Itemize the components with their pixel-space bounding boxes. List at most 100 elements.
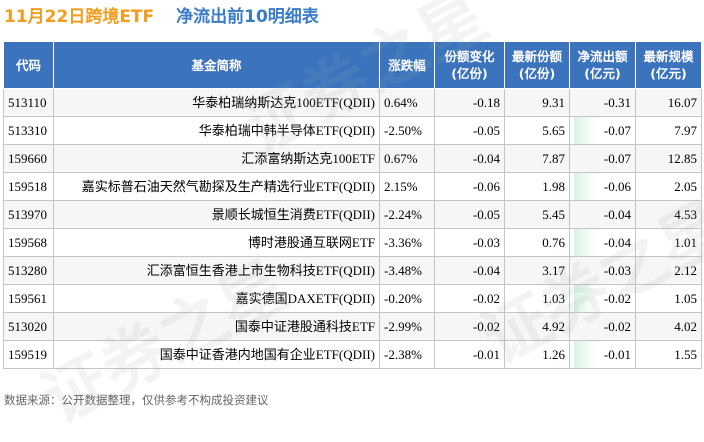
cell-latest-shares: 1.03 [504,284,570,313]
header-latest-size: 最新规模 (亿元) [635,41,702,89]
header-share-change-line1: 份额变化 [444,49,495,64]
cell-latest-shares: 7.87 [504,144,570,173]
cell-latest-size: 12.85 [635,144,702,173]
cell-share-change: -0.05 [434,116,505,145]
cell-change: 0.67% [379,144,435,173]
cell-latest-shares: 9.31 [504,88,570,117]
cell-latest-shares: 5.65 [504,116,570,145]
cell-latest-shares: 5.45 [504,200,570,229]
cell-latest-size: 16.07 [635,88,702,117]
cell-share-change: -0.02 [434,312,505,341]
cell-latest-size: 1.55 [635,340,702,369]
cell-fund-name: 景顺长城恒生消费ETF(QDII) [53,200,380,229]
cell-latest-shares: 1.98 [504,172,570,201]
cell-net-outflow: -0.06 [569,172,636,201]
cell-fund-name: 汇添富纳斯达克100ETF [53,144,380,173]
header-change: 涨跌幅 [379,41,435,89]
header-net-outflow: 净流出额 (亿元) [569,41,636,89]
cell-code: 159568 [3,228,54,257]
cell-fund-name: 嘉实标普石油天然气勘探及生产精选行业ETF(QDII) [53,172,380,201]
cell-code: 159518 [3,172,54,201]
cell-change: -2.38% [379,340,435,369]
header-code: 代码 [3,41,54,89]
cell-code: 159519 [3,340,54,369]
cell-latest-size: 1.05 [635,284,702,313]
table-row: 159519 国泰中证香港内地国有企业ETF(QDII) -2.38% -0.01 1.… [3,340,702,369]
cell-latest-shares: 4.92 [504,312,570,341]
cell-share-change: -0.04 [434,144,505,173]
table-row: 159568 博时港股通互联网ETF -3.36% -0.03 0.76 -0.04 1.0… [3,228,702,257]
cell-fund-name: 博时港股通互联网ETF [53,228,380,257]
header-net-outflow-line1: 净流出额 [577,49,628,64]
cell-code: 513310 [3,116,54,145]
table-row: 159561 嘉实德国DAXETF(QDII) -0.20% -0.02 1.03 -0.… [3,284,702,313]
data-source-note: 数据来源：公开数据整理，仅供参考不构成投资建议 [4,393,269,407]
cell-latest-shares: 1.26 [504,340,570,369]
cell-net-outflow: -0.02 [569,312,636,341]
cell-share-change: -0.06 [434,172,505,201]
cell-net-outflow: -0.07 [569,116,636,145]
table-row: 159660 汇添富纳斯达克100ETF 0.67% -0.04 7.87 -0.07 12… [3,144,702,173]
cell-latest-size: 1.01 [635,228,702,257]
header-latest-shares-line2: (亿份) [518,66,556,81]
header-latest-size-line2: (亿元) [650,66,687,81]
cell-fund-name: 华泰柏瑞纳斯达克100ETF(QDII) [53,88,380,117]
cell-change: -3.48% [379,256,435,285]
cell-change: 0.64% [379,88,435,117]
header-latest-shares-line1: 最新份额 [511,49,562,64]
table-row: 513310 华泰柏瑞中韩半导体ETF(QDII) -2.50% -0.05 5.65-… [3,116,702,145]
cell-change: -2.24% [379,200,435,229]
cell-share-change: -0.01 [434,340,505,369]
cell-fund-name: 嘉实德国DAXETF(QDII) [53,284,380,313]
header-name: 基金简称 [53,41,380,89]
cell-code: 513110 [3,88,54,117]
cell-latest-size: 4.53 [635,200,702,229]
cell-code: 513970 [3,200,54,229]
cell-change: 2.15% [379,172,435,201]
header-share-change-line2: (亿份) [451,66,488,81]
cell-fund-name: 汇添富恒生香港上市生物科技ETF(QDII) [53,256,380,285]
table-row: 513020 国泰中证港股通科技ETF -2.99% -0.02 4.92 -0.02 4.… [3,312,702,341]
cell-net-outflow: -0.03 [569,256,636,285]
table-header-row: 代码 基金简称 涨跌幅 份额变化 (亿份) 最新份额 (亿份) 净流出额 (亿元) 最… [3,41,702,89]
cell-share-change: -0.04 [434,256,505,285]
cell-fund-name: 国泰中证港股通科技ETF [53,312,380,341]
cell-net-outflow: -0.01 [569,340,636,369]
cell-code: 513280 [3,256,54,285]
cell-share-change: -0.05 [434,200,505,229]
cell-share-change: -0.02 [434,284,505,313]
cell-net-outflow: -0.07 [569,144,636,173]
header-net-outflow-line2: (亿元) [584,66,621,81]
cell-fund-name: 国泰中证香港内地国有企业ETF(QDII) [53,340,380,369]
cell-latest-size: 4.02 [635,312,702,341]
cell-net-outflow: -0.31 [569,88,636,117]
cell-net-outflow: -0.04 [569,200,636,229]
cell-change: -2.99% [379,312,435,341]
cell-fund-name: 华泰柏瑞中韩半导体ETF(QDII) [53,116,380,145]
table-row: 159518 嘉实标普石油天然气勘探及生产精选行业ETF(QDII) 2.15% -0… [3,172,702,201]
cell-net-outflow: -0.02 [569,284,636,313]
cell-code: 159660 [3,144,54,173]
cell-latest-shares: 0.76 [504,228,570,257]
cell-latest-shares: 3.17 [504,256,570,285]
cell-change: -0.20% [379,284,435,313]
cell-net-outflow: -0.04 [569,228,636,257]
table-row: 513970 景顺长城恒生消费ETF(QDII) -2.24% -0.05 5.45 -0… [3,200,702,229]
cell-change: -2.50% [379,116,435,145]
cell-code: 513020 [3,312,54,341]
cell-latest-size: 2.12 [635,256,702,285]
cell-latest-size: 7.97 [635,116,702,145]
title-subtitle: 净流出前10明细表 [176,7,319,27]
title-date-label: 11月22日跨境ETF [4,7,155,27]
table-row: 513110 华泰柏瑞纳斯达克100ETF(QDII) 0.64% -0.18 9.31… [3,88,702,117]
table-body: 513110 华泰柏瑞纳斯达克100ETF(QDII) 0.64% -0.18 9.31… [3,88,702,369]
title-bar: 11月22日跨境ETF 净流出前10明细表 [4,4,319,30]
cell-latest-size: 2.05 [635,172,702,201]
cell-code: 159561 [3,284,54,313]
header-latest-shares: 最新份额 (亿份) [504,41,570,89]
header-latest-size-line1: 最新规模 [643,49,694,64]
header-share-change: 份额变化 (亿份) [434,41,505,89]
cell-change: -3.36% [379,228,435,257]
cell-share-change: -0.18 [434,88,505,117]
cell-share-change: -0.03 [434,228,505,257]
